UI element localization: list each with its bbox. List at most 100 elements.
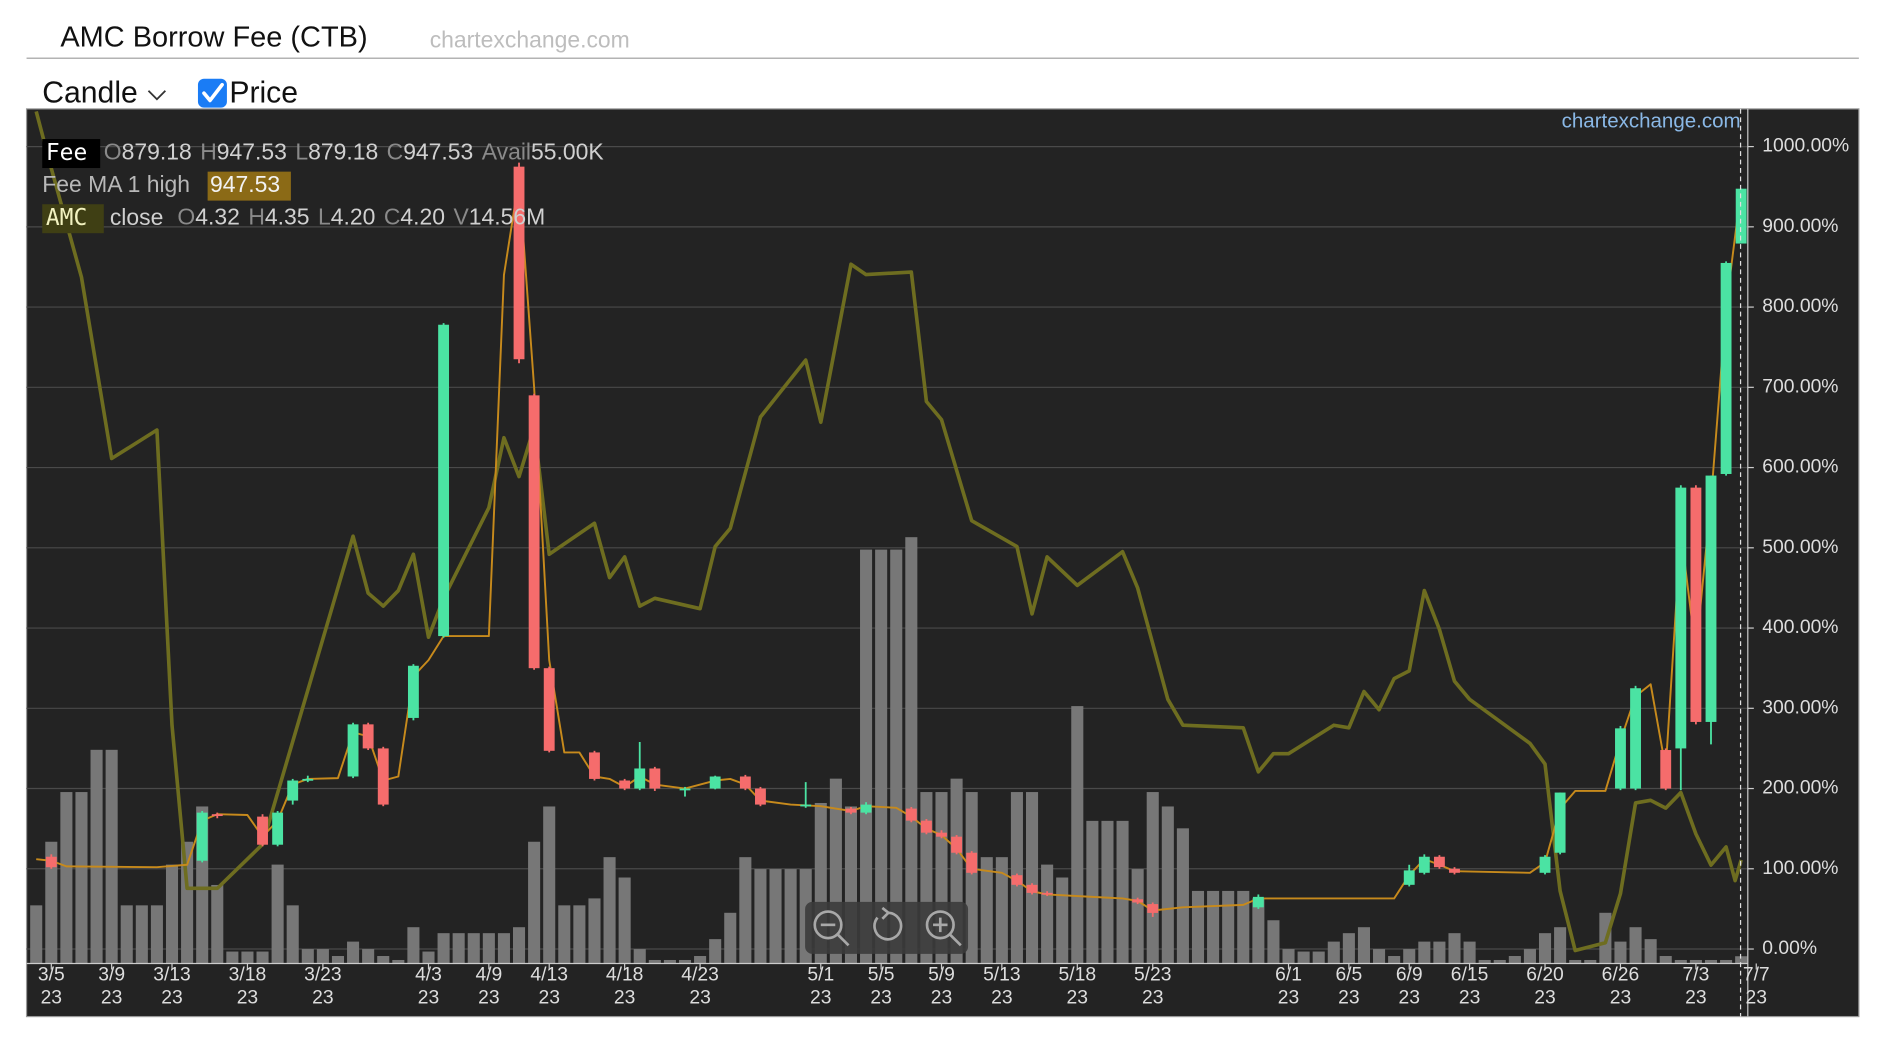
volume-bar — [392, 959, 405, 964]
toggle-label[interactable]: Price — [229, 76, 298, 109]
x-tick-label: 5/18 23 — [1059, 965, 1097, 1009]
volume-bar — [165, 864, 179, 964]
volume-bar — [1191, 890, 1205, 964]
volume-bar — [618, 877, 631, 964]
candle-body — [1132, 899, 1144, 903]
legend-key: H — [248, 204, 265, 230]
legend-key: V — [453, 204, 469, 230]
volume-bars — [30, 537, 1748, 964]
volume-bar — [528, 841, 541, 964]
volume-bar — [1116, 820, 1129, 964]
x-tick-label: 4/9 23 — [475, 965, 502, 1009]
x-tick-label: 6/1 23 — [1275, 965, 1302, 1009]
volume-bar — [1629, 927, 1642, 964]
x-tick-label: 6/26 23 — [1602, 965, 1640, 1009]
candle-body — [1041, 892, 1053, 895]
volume-bar — [1025, 792, 1039, 964]
candle-body — [1630, 688, 1641, 789]
x-tick-label: 5/9 23 — [928, 965, 955, 1009]
volume-bar — [301, 949, 314, 964]
legend-key: O — [104, 139, 122, 165]
volume-bar — [452, 933, 465, 964]
candles — [45, 162, 1747, 917]
volume-bar — [1538, 933, 1552, 964]
volume-bar — [1161, 806, 1174, 964]
x-tick-label: 3/18 23 — [229, 965, 267, 1009]
price-name: AMC — [46, 205, 87, 231]
candle-body — [1735, 188, 1747, 244]
candle-body — [257, 816, 268, 845]
legend-value: 4.35 — [265, 204, 310, 230]
volume-bar — [1554, 927, 1567, 964]
legend: Fee O879.18 H947.53 L879.18 C947.53 Avail55.… — [42, 139, 604, 234]
source-link[interactable]: chartexchange.com — [430, 26, 630, 52]
candle-body — [1539, 856, 1551, 873]
candle-body — [1675, 487, 1687, 749]
dropdown-chevron[interactable] — [147, 90, 167, 101]
volume-bar — [558, 905, 571, 964]
volume-bar — [1312, 951, 1325, 964]
volume-bar — [1282, 949, 1295, 964]
x-tick-label: 6/15 23 — [1451, 965, 1489, 1009]
volume-bar — [1493, 959, 1506, 964]
candle-body — [1705, 475, 1717, 722]
volume-bar — [1388, 956, 1401, 964]
volume-bar — [211, 884, 224, 964]
candle-body — [679, 788, 691, 791]
volume-bar — [271, 864, 284, 964]
volume-bar — [1252, 898, 1265, 964]
candle-body — [528, 395, 540, 669]
zoom-in[interactable] — [925, 910, 962, 947]
x-tick-label: 3/23 23 — [304, 965, 342, 1009]
page-title: AMC Borrow Fee (CTB) — [60, 22, 367, 54]
zoom-out[interactable] — [813, 910, 850, 947]
candle-body — [589, 752, 600, 779]
candle-body — [1690, 487, 1702, 722]
volume-bar — [45, 841, 58, 964]
legend-value: 4.20 — [400, 204, 445, 230]
candle-body — [649, 768, 661, 789]
volume-bar — [1704, 959, 1718, 964]
candle-body — [634, 768, 646, 789]
candle-body — [1449, 868, 1460, 873]
style-dropdown[interactable]: Candle — [42, 76, 167, 109]
volume-bar — [1508, 956, 1521, 964]
x-tick-label: 7/3 23 — [1682, 965, 1709, 1009]
style-label[interactable]: Candle — [42, 76, 138, 109]
candle-body — [211, 814, 223, 817]
volume-bar — [347, 941, 360, 964]
x-tick-label: 6/9 23 — [1396, 965, 1423, 1009]
checkmark[interactable] — [202, 82, 224, 103]
candle-body — [1252, 896, 1264, 908]
price-values: O4.32 H4.35 L4.20 C4.20 V14.56M — [177, 204, 545, 230]
volume-bar — [1297, 951, 1310, 964]
candle-body — [1011, 875, 1023, 885]
candle-body — [196, 812, 208, 861]
volume-bar — [1357, 927, 1371, 964]
candle-body — [1418, 856, 1430, 873]
candle-body — [920, 820, 932, 833]
volume-bar — [875, 549, 888, 964]
price-toggle[interactable]: Price — [197, 76, 298, 109]
volume-bar — [678, 959, 692, 964]
volume-bar — [1689, 959, 1702, 964]
ma-value: 947.53 — [210, 171, 280, 197]
legend-key: O — [177, 204, 195, 230]
fee-badge — [42, 139, 101, 169]
candle-body — [407, 665, 419, 718]
volume-bar — [377, 956, 390, 964]
candle-body — [1554, 792, 1566, 853]
candle-body — [377, 748, 389, 805]
volume-bar — [1342, 933, 1355, 964]
volume-bar — [1478, 959, 1491, 964]
zoom-reset[interactable] — [873, 906, 903, 941]
x-tick-label: 7/7 23 — [1743, 965, 1770, 1009]
candle-body — [1720, 262, 1732, 474]
volume-bar — [1207, 890, 1220, 964]
candle-body — [1433, 856, 1445, 868]
volume-bar — [497, 933, 510, 964]
volume-bar — [995, 857, 1008, 964]
candle-body — [1403, 870, 1415, 885]
volume-bar — [543, 806, 556, 964]
